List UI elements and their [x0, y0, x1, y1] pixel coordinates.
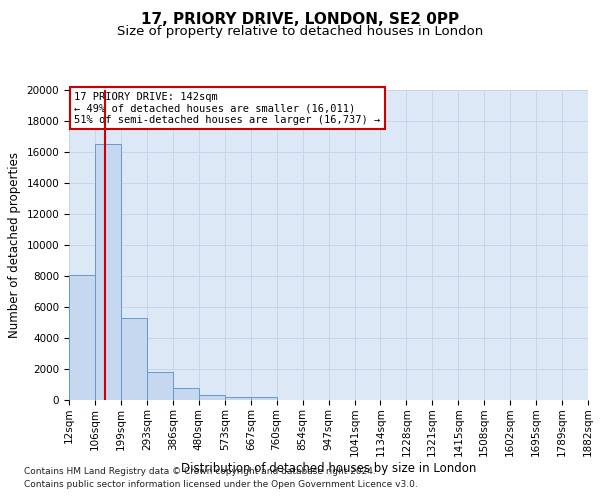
Text: Contains HM Land Registry data © Crown copyright and database right 2024.: Contains HM Land Registry data © Crown c…	[24, 467, 376, 476]
Bar	[224, 397, 251, 400]
Text: 17, PRIORY DRIVE, LONDON, SE2 0PP: 17, PRIORY DRIVE, LONDON, SE2 0PP	[141, 12, 459, 28]
Bar	[69, 275, 95, 400]
Bar	[173, 388, 199, 400]
Bar	[251, 397, 277, 400]
X-axis label: Distribution of detached houses by size in London: Distribution of detached houses by size …	[181, 462, 476, 475]
Text: Contains public sector information licensed under the Open Government Licence v3: Contains public sector information licen…	[24, 480, 418, 489]
Text: 17 PRIORY DRIVE: 142sqm
← 49% of detached houses are smaller (16,011)
51% of sem: 17 PRIORY DRIVE: 142sqm ← 49% of detache…	[74, 92, 380, 124]
Bar	[95, 144, 121, 400]
Bar	[199, 396, 224, 400]
Bar	[121, 318, 147, 400]
Y-axis label: Number of detached properties: Number of detached properties	[8, 152, 21, 338]
Text: Size of property relative to detached houses in London: Size of property relative to detached ho…	[117, 25, 483, 38]
Bar	[147, 372, 173, 400]
